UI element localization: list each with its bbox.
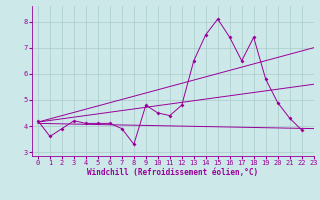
X-axis label: Windchill (Refroidissement éolien,°C): Windchill (Refroidissement éolien,°C) [87,168,258,177]
